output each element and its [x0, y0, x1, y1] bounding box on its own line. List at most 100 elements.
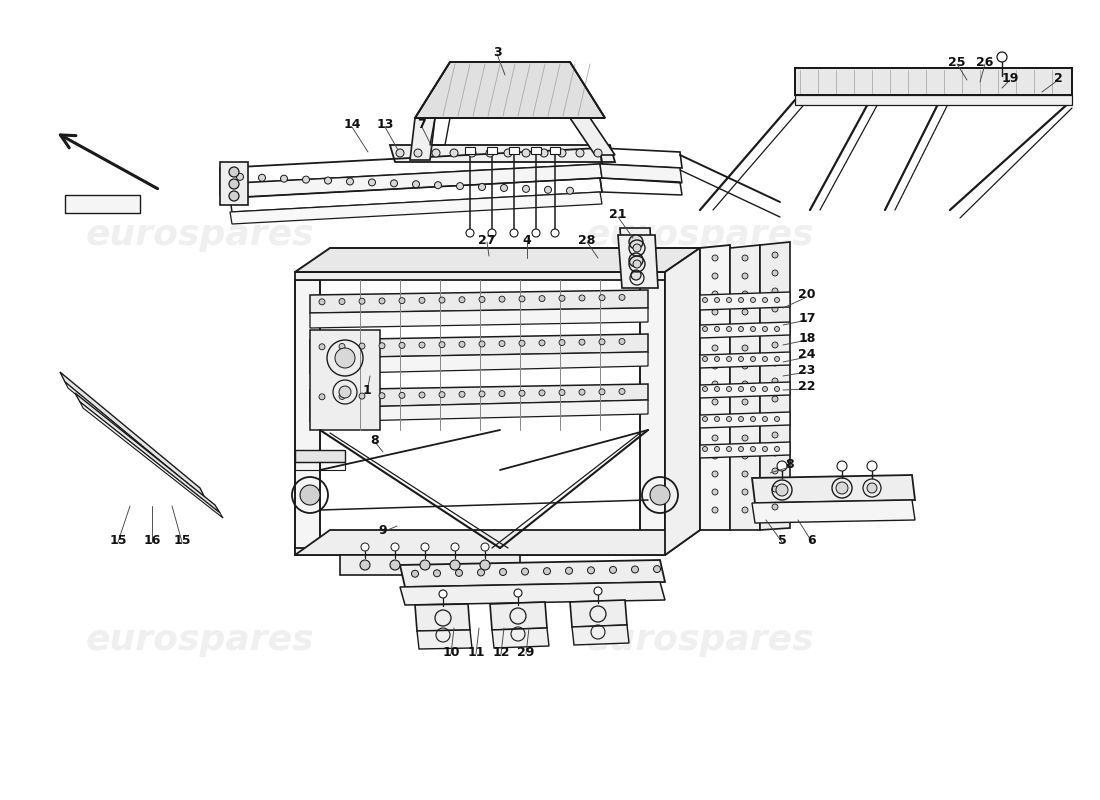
- Polygon shape: [550, 147, 560, 154]
- Circle shape: [703, 326, 707, 331]
- Circle shape: [750, 417, 756, 422]
- Text: 5: 5: [778, 534, 786, 546]
- Text: 12: 12: [493, 646, 509, 658]
- Circle shape: [629, 235, 644, 249]
- Polygon shape: [700, 412, 790, 428]
- Text: 10: 10: [442, 646, 460, 658]
- Polygon shape: [310, 290, 648, 313]
- Circle shape: [738, 446, 744, 451]
- Circle shape: [742, 345, 748, 351]
- Polygon shape: [295, 450, 345, 462]
- Circle shape: [229, 167, 239, 177]
- Polygon shape: [700, 382, 790, 398]
- Polygon shape: [572, 625, 629, 645]
- Circle shape: [433, 570, 440, 577]
- Circle shape: [742, 291, 748, 297]
- Polygon shape: [295, 530, 700, 555]
- Circle shape: [726, 357, 732, 362]
- Polygon shape: [295, 280, 320, 555]
- Polygon shape: [666, 248, 700, 555]
- Circle shape: [772, 450, 778, 456]
- Circle shape: [631, 566, 638, 573]
- Circle shape: [450, 560, 460, 570]
- Circle shape: [772, 324, 778, 330]
- Polygon shape: [295, 548, 666, 555]
- Circle shape: [379, 298, 385, 304]
- Polygon shape: [220, 164, 602, 198]
- Circle shape: [774, 298, 780, 302]
- Circle shape: [390, 543, 399, 551]
- Circle shape: [712, 489, 718, 495]
- Text: eurospares: eurospares: [585, 623, 814, 657]
- Polygon shape: [752, 475, 915, 503]
- Circle shape: [477, 569, 484, 576]
- Circle shape: [738, 298, 744, 302]
- Circle shape: [559, 339, 565, 346]
- Circle shape: [481, 543, 490, 551]
- Polygon shape: [700, 442, 790, 458]
- Circle shape: [539, 295, 544, 302]
- Circle shape: [650, 485, 670, 505]
- Polygon shape: [60, 372, 205, 498]
- Circle shape: [772, 432, 778, 438]
- Circle shape: [750, 298, 756, 302]
- Circle shape: [742, 507, 748, 513]
- Polygon shape: [400, 560, 666, 587]
- Circle shape: [619, 294, 625, 300]
- Circle shape: [359, 343, 365, 349]
- Polygon shape: [700, 292, 790, 310]
- Polygon shape: [700, 352, 790, 368]
- Circle shape: [359, 393, 365, 399]
- Circle shape: [566, 187, 573, 194]
- Circle shape: [456, 182, 463, 190]
- Polygon shape: [295, 272, 666, 280]
- Circle shape: [762, 417, 768, 422]
- Polygon shape: [752, 500, 915, 523]
- Circle shape: [522, 149, 530, 157]
- Circle shape: [774, 446, 780, 451]
- Circle shape: [420, 560, 430, 570]
- Polygon shape: [415, 62, 605, 118]
- Circle shape: [339, 394, 345, 399]
- Circle shape: [750, 326, 756, 331]
- Circle shape: [411, 570, 418, 578]
- Circle shape: [772, 486, 778, 492]
- Circle shape: [478, 183, 485, 190]
- Circle shape: [379, 342, 385, 349]
- Text: 4: 4: [522, 234, 531, 246]
- Polygon shape: [310, 330, 380, 430]
- Circle shape: [609, 566, 616, 574]
- Circle shape: [742, 327, 748, 333]
- Circle shape: [459, 342, 465, 347]
- Circle shape: [703, 386, 707, 391]
- Circle shape: [772, 414, 778, 420]
- Circle shape: [579, 339, 585, 345]
- Circle shape: [738, 386, 744, 391]
- Circle shape: [499, 390, 505, 397]
- Text: eurospares: eurospares: [585, 218, 814, 252]
- Circle shape: [712, 417, 718, 423]
- Circle shape: [576, 149, 584, 157]
- Circle shape: [565, 567, 572, 574]
- Circle shape: [632, 260, 641, 268]
- Circle shape: [600, 389, 605, 395]
- Circle shape: [439, 392, 446, 398]
- Polygon shape: [220, 162, 248, 205]
- Circle shape: [715, 298, 719, 302]
- Text: 15: 15: [109, 534, 126, 546]
- Circle shape: [551, 229, 559, 237]
- Text: eurospares: eurospares: [86, 218, 315, 252]
- Circle shape: [466, 229, 474, 237]
- Circle shape: [715, 357, 719, 362]
- Polygon shape: [410, 118, 435, 160]
- Circle shape: [539, 340, 544, 346]
- Text: eurospares: eurospares: [86, 623, 315, 657]
- Text: 17: 17: [799, 311, 816, 325]
- Text: 22: 22: [799, 381, 816, 394]
- Circle shape: [836, 482, 848, 494]
- Circle shape: [726, 446, 732, 451]
- Text: 15: 15: [174, 534, 190, 546]
- Circle shape: [762, 298, 768, 302]
- Text: 25: 25: [948, 55, 966, 69]
- Circle shape: [390, 560, 400, 570]
